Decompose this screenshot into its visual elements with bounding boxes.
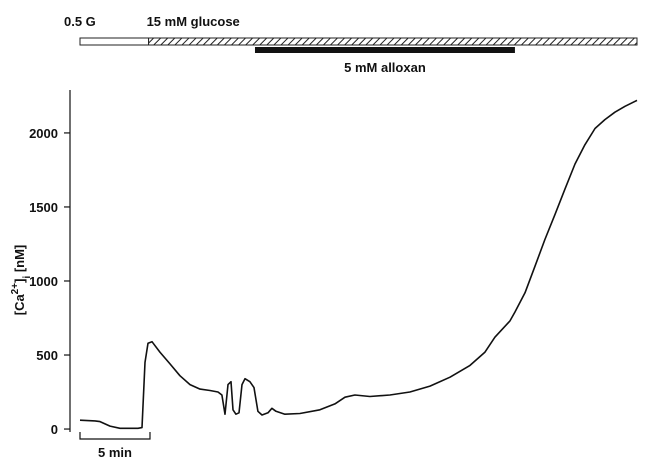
- trace-line: [79, 99, 638, 430]
- y-tick-label: 1000: [29, 274, 58, 289]
- period-label: 15 mM glucose: [147, 14, 240, 29]
- y-label-part: [nM]: [12, 245, 27, 276]
- scale-bar: [79, 432, 151, 440]
- y-label-part: [Ca: [12, 294, 27, 316]
- y-label-part: 2+: [10, 283, 21, 295]
- y-tick-label: 2000: [29, 126, 58, 141]
- y-tick-label: 0: [51, 422, 58, 437]
- y-axis-label: [Ca2+]i [nM]: [10, 245, 33, 316]
- y-label-part: ]: [12, 279, 27, 283]
- period-bar: [79, 37, 150, 46]
- y-tick-label: 1500: [29, 200, 58, 215]
- period-bar: [148, 37, 638, 46]
- scale-bar-label: 5 min: [98, 445, 132, 460]
- y-label-part: i: [22, 276, 33, 279]
- treatment-bar: [254, 47, 515, 53]
- period-label: 0.5 G: [64, 14, 96, 29]
- treatment-label: 5 mM alloxan: [344, 60, 426, 75]
- y-tick-label: 500: [36, 348, 58, 363]
